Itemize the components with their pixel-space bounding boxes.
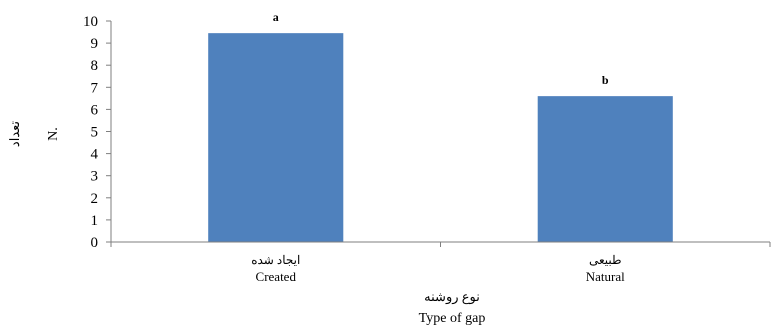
y-axis-title-fa: تعداد	[7, 121, 22, 147]
x-axis-title-en: Type of gap	[419, 311, 486, 326]
y-tick-label: 4	[91, 147, 99, 163]
y-tick-label: 5	[91, 125, 99, 141]
x-axis-title-fa: نوع روشنه	[424, 289, 480, 305]
y-tick-label: 3	[91, 169, 99, 185]
x-axis-labels: ایجاد شده Created طبیعی Natural	[251, 253, 625, 284]
y-tick-label: 8	[91, 58, 99, 74]
bar-data-label: b	[602, 73, 609, 87]
bars-group	[208, 33, 673, 242]
x-category-label-fa: ایجاد شده	[251, 253, 300, 267]
y-tick-label: 2	[91, 191, 99, 207]
y-axis-title-en: N.	[46, 127, 61, 141]
bar-natural	[537, 96, 673, 242]
bar-created	[208, 33, 344, 242]
y-axis-ticks: 0 1 2 3 4 5 6 7 8 9 10	[83, 14, 771, 251]
x-category-label-fa: طبیعی	[589, 253, 622, 267]
y-tick-label: 9	[91, 36, 99, 52]
y-tick-label: 6	[91, 102, 99, 118]
y-tick-label: 10	[83, 14, 98, 30]
bar-labels-group: ab	[273, 10, 609, 87]
y-tick-label: 0	[91, 235, 99, 251]
bar-data-label: a	[273, 10, 279, 24]
y-tick-label: 7	[91, 80, 99, 96]
y-tick-label: 1	[91, 213, 99, 229]
x-category-label-en: Natural	[586, 269, 625, 284]
x-category-label-en: Created	[256, 269, 297, 284]
